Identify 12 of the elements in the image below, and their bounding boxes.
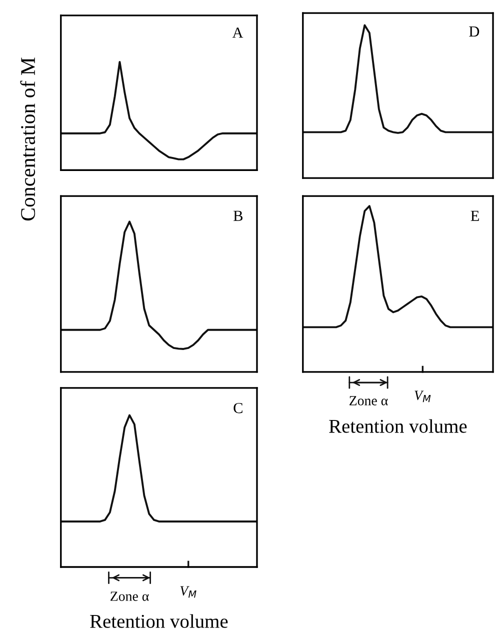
text: V$_{M}$ bbox=[180, 586, 196, 598]
text: Zone α bbox=[350, 396, 388, 406]
x-axis-title: Retention volume bbox=[329, 419, 467, 433]
chart-title: C bbox=[234, 402, 242, 414]
y-axis-title: Concentration of M bbox=[20, 58, 36, 220]
chart-title: D bbox=[469, 26, 480, 37]
chart-title: B bbox=[234, 210, 243, 221]
chart-title: A bbox=[232, 28, 244, 38]
text: V$_{M}$ bbox=[414, 390, 431, 402]
x-axis-title: Retention volume bbox=[90, 614, 228, 628]
text: Zone α bbox=[110, 592, 149, 601]
chart-title: E bbox=[470, 210, 479, 221]
